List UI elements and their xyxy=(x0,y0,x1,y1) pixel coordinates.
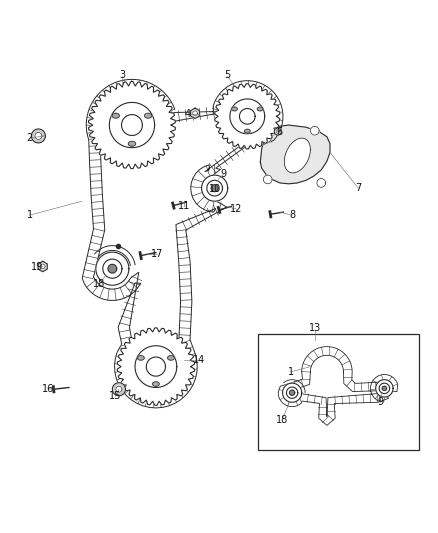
Text: 12: 12 xyxy=(230,204,243,214)
Text: 4: 4 xyxy=(184,109,191,119)
Text: 1: 1 xyxy=(288,367,294,377)
Polygon shape xyxy=(145,113,152,118)
Text: 13: 13 xyxy=(309,324,321,333)
Text: 1: 1 xyxy=(27,210,33,220)
Polygon shape xyxy=(317,179,325,187)
Polygon shape xyxy=(35,133,42,140)
Polygon shape xyxy=(262,134,271,142)
Text: 2: 2 xyxy=(27,133,33,143)
Polygon shape xyxy=(116,386,122,392)
Polygon shape xyxy=(32,129,46,143)
Polygon shape xyxy=(207,180,223,196)
Polygon shape xyxy=(379,383,390,393)
Polygon shape xyxy=(108,264,117,273)
Polygon shape xyxy=(96,252,129,285)
Polygon shape xyxy=(376,379,393,397)
Text: 11: 11 xyxy=(178,201,190,212)
Text: 18: 18 xyxy=(93,279,106,289)
Polygon shape xyxy=(191,108,200,118)
Text: 16: 16 xyxy=(42,384,54,394)
Polygon shape xyxy=(215,84,280,149)
Polygon shape xyxy=(152,382,159,386)
Polygon shape xyxy=(40,264,45,269)
Polygon shape xyxy=(201,175,228,201)
Polygon shape xyxy=(382,386,387,391)
Polygon shape xyxy=(121,115,142,135)
Polygon shape xyxy=(211,184,218,192)
Polygon shape xyxy=(112,113,120,118)
Polygon shape xyxy=(230,99,265,134)
Polygon shape xyxy=(146,357,166,376)
Polygon shape xyxy=(283,383,302,402)
Polygon shape xyxy=(113,383,125,396)
Text: 14: 14 xyxy=(193,355,205,365)
Bar xyxy=(258,334,419,450)
Text: 18: 18 xyxy=(276,415,288,425)
Polygon shape xyxy=(117,328,194,405)
Polygon shape xyxy=(168,356,174,360)
Polygon shape xyxy=(135,346,177,387)
Polygon shape xyxy=(240,109,255,124)
Text: 6: 6 xyxy=(276,126,282,136)
Polygon shape xyxy=(286,387,298,398)
Polygon shape xyxy=(311,126,319,135)
Polygon shape xyxy=(276,130,279,133)
Polygon shape xyxy=(284,138,311,173)
Polygon shape xyxy=(263,175,272,184)
Polygon shape xyxy=(128,141,136,146)
Polygon shape xyxy=(38,261,47,272)
Text: 19: 19 xyxy=(31,262,43,272)
Text: 9: 9 xyxy=(377,397,383,407)
Polygon shape xyxy=(88,82,175,168)
Text: 3: 3 xyxy=(119,70,125,80)
Polygon shape xyxy=(260,125,330,184)
Text: 7: 7 xyxy=(355,183,361,193)
Polygon shape xyxy=(244,129,250,133)
Polygon shape xyxy=(290,390,295,395)
Text: 5: 5 xyxy=(225,70,231,80)
Polygon shape xyxy=(138,356,144,360)
Polygon shape xyxy=(103,259,122,278)
Text: 15: 15 xyxy=(109,391,122,401)
Text: 8: 8 xyxy=(289,210,295,220)
Polygon shape xyxy=(257,107,263,111)
Polygon shape xyxy=(110,102,155,148)
Text: 9: 9 xyxy=(220,169,226,179)
Polygon shape xyxy=(232,107,237,111)
Polygon shape xyxy=(193,111,198,116)
Text: 17: 17 xyxy=(151,249,163,260)
Polygon shape xyxy=(274,128,281,135)
Text: 10: 10 xyxy=(209,184,222,194)
